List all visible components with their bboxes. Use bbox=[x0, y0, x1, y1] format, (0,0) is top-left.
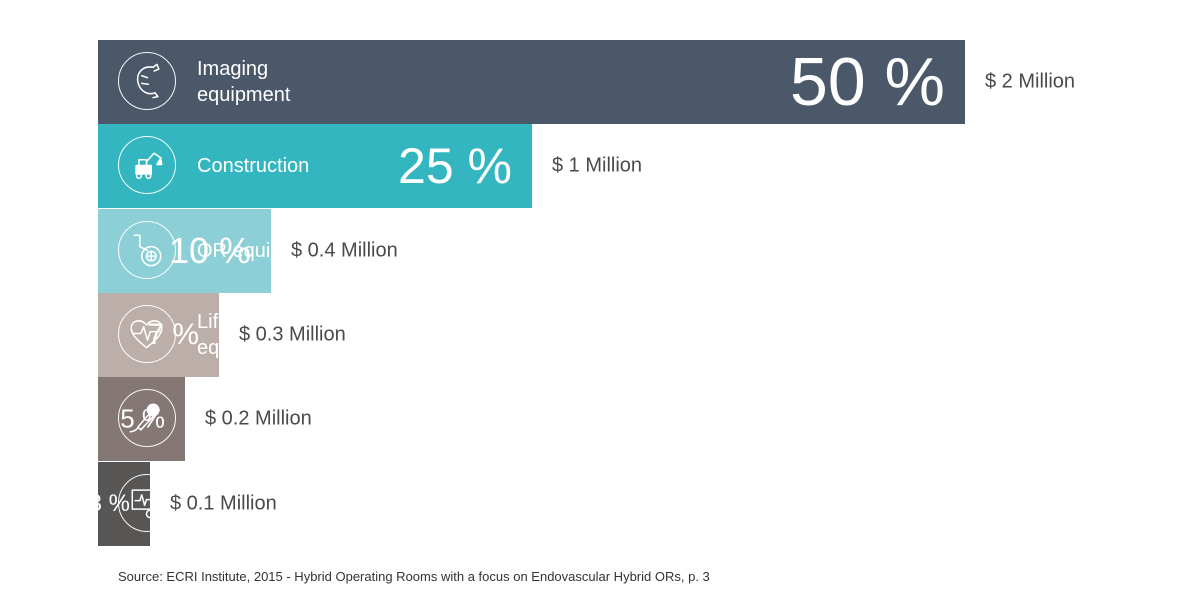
amount-label: $ 0.1 Million bbox=[170, 492, 277, 515]
bar-row: Audio / visual equipment 5 % $ 0.2 Million bbox=[0, 377, 1200, 461]
surgical-monitor-icon bbox=[118, 474, 176, 532]
percent-label: 50 % bbox=[790, 44, 945, 120]
bar-row: Construction 25 % $ 1 Million bbox=[0, 124, 1200, 208]
heart-monitor-icon bbox=[118, 305, 176, 363]
bar bbox=[98, 40, 965, 124]
surgical-light-icon bbox=[118, 221, 176, 279]
category-label: OR equipment bbox=[197, 240, 326, 262]
percent-label: 5 % bbox=[120, 403, 165, 434]
amount-label: $ 0.2 Million bbox=[205, 407, 312, 430]
amount-label: $ 0.3 Million bbox=[239, 323, 346, 346]
c-arm-icon bbox=[118, 52, 176, 110]
bar-row: Surgical equipment 3 % $ 0.1 Million bbox=[0, 462, 1200, 546]
bar-row: Imaging equipment 50 % $ 2 Million bbox=[0, 40, 1200, 124]
amount-label: $ 2 Million bbox=[985, 70, 1076, 93]
category-label: Imaging equipment bbox=[197, 58, 291, 106]
category-label: Surgical equipment bbox=[197, 480, 291, 528]
amount-label: $ 0.4 Million bbox=[291, 239, 398, 262]
amount-label: $ 1 Million bbox=[552, 154, 643, 177]
microphone-icon bbox=[118, 389, 176, 447]
bar-row: OR equipment 10 % $ 0.4 Million bbox=[0, 209, 1200, 293]
source-note: Source: ECRI Institute, 2015 - Hybrid Op… bbox=[118, 569, 710, 584]
percent-label: 10 % bbox=[168, 230, 251, 271]
excavator-icon bbox=[118, 136, 176, 194]
category-label: Construction bbox=[197, 155, 310, 177]
bar-row: Life support equipment 7 % $ 0.3 Million bbox=[0, 293, 1200, 377]
category-label: Life support equipment bbox=[197, 311, 302, 359]
percent-label: 7 % bbox=[147, 318, 199, 351]
percent-label: 3 % bbox=[88, 490, 130, 517]
percent-label: 25 % bbox=[398, 138, 512, 194]
category-label: Audio / visual equipment bbox=[197, 395, 316, 443]
